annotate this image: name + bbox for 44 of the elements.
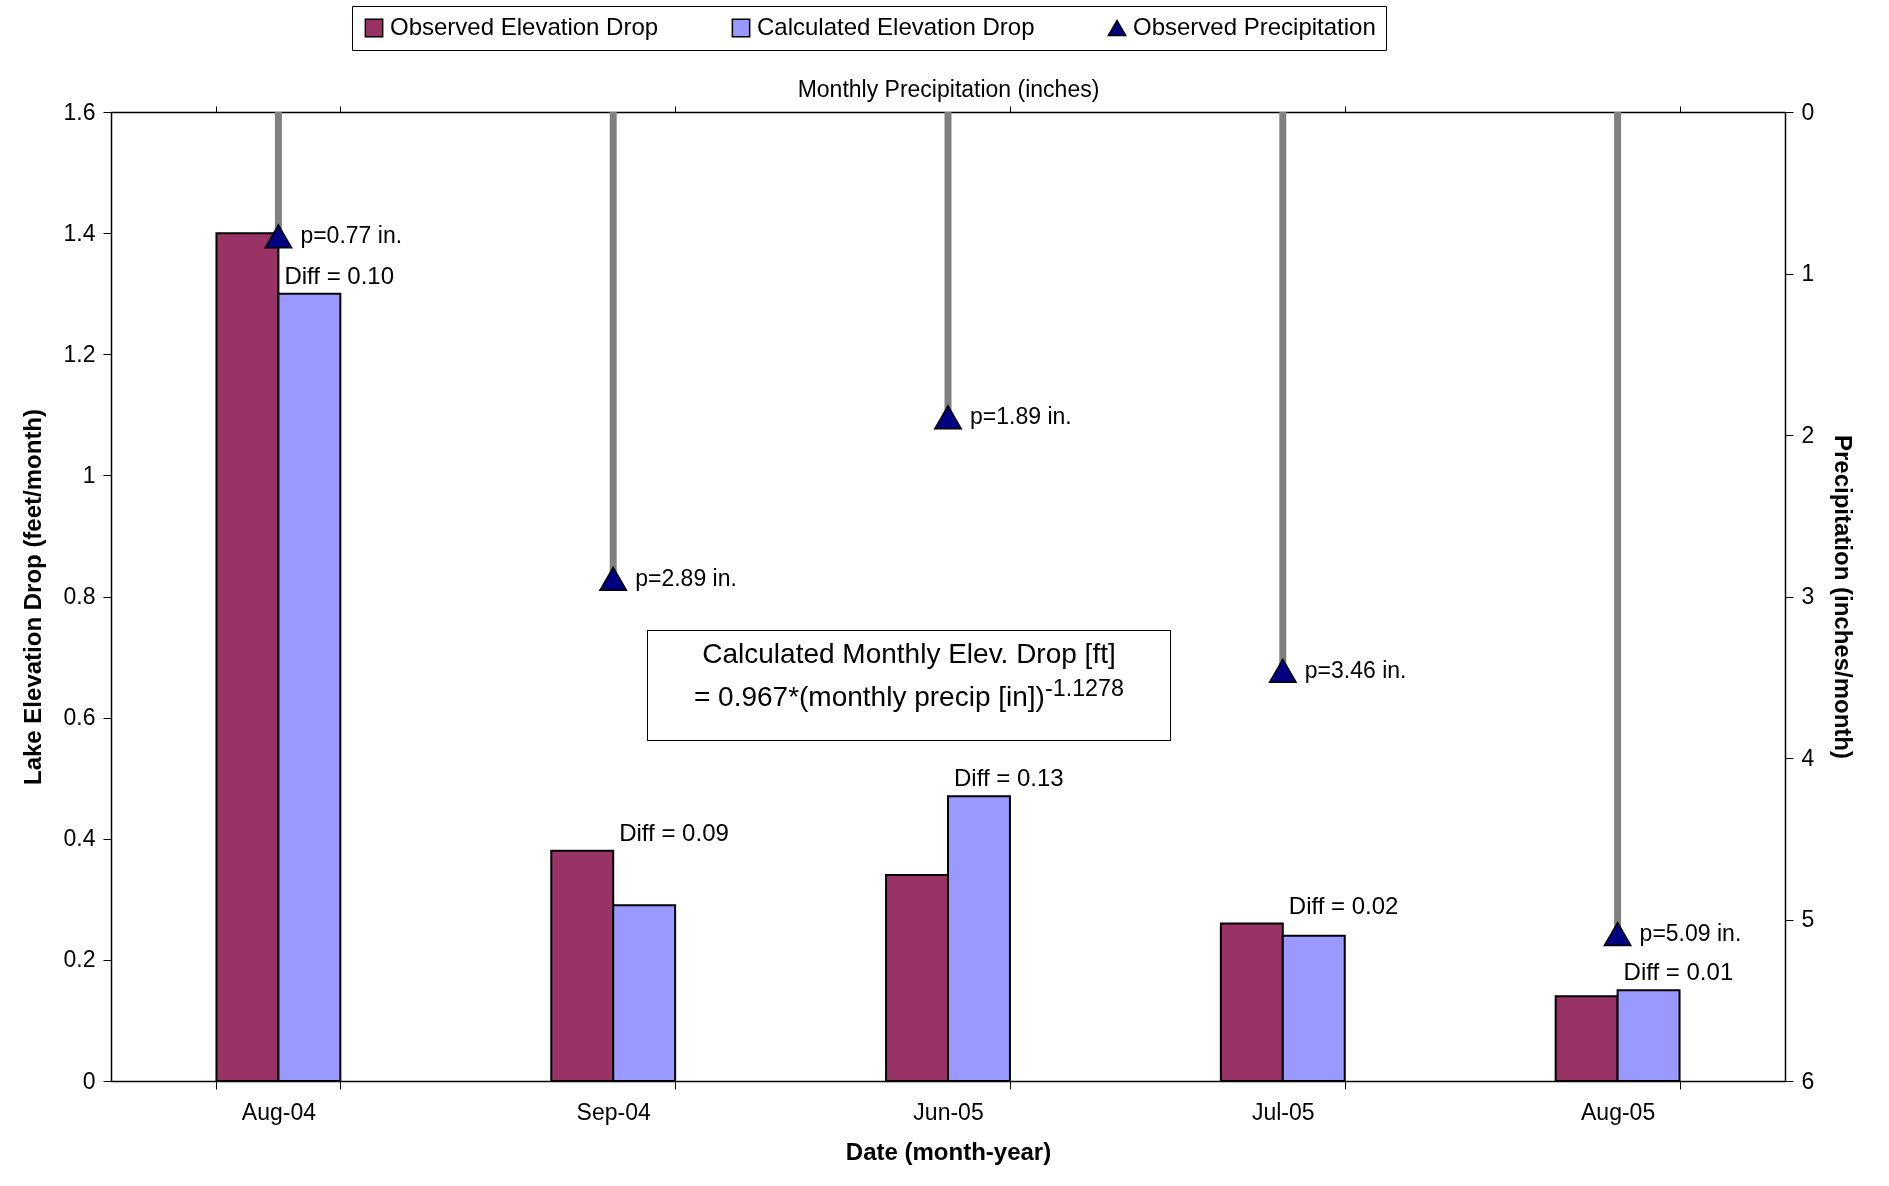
- x-tick-label: Jun-05: [913, 1098, 984, 1125]
- y-tick-label: 1.4: [63, 219, 96, 246]
- data-label: p=2.89 in.: [635, 564, 737, 591]
- data-label: p=3.46 in.: [1304, 656, 1407, 683]
- x2-axis-title: Monthly Precipitation (inches): [797, 76, 1100, 102]
- point: [934, 405, 962, 430]
- y-tick-label: 0.4: [63, 825, 96, 852]
- point: [599, 566, 628, 591]
- y-tick-label: 1.6: [63, 98, 96, 125]
- y2-tick-label: 2: [1801, 421, 1815, 448]
- annotation: Diff = 0.02: [1288, 891, 1399, 919]
- y-axis-title: Lake Elevation Drop (feet/month): [18, 408, 46, 786]
- y-tick-label: 1.2: [63, 340, 96, 367]
- annotation: Diff = 0.13: [954, 764, 1064, 792]
- y-tick-label: 0.8: [63, 583, 96, 609]
- point: [264, 224, 293, 249]
- annotation: Diff = 0.10: [284, 261, 395, 289]
- x-tick-label: Jul-05: [1251, 1098, 1315, 1125]
- legend-label: Calculated Elevation Drop: [757, 13, 1035, 40]
- legend-label: Observed Precipitation: [1133, 13, 1376, 40]
- x-tick-label: Aug-04: [241, 1098, 317, 1125]
- y2-tick-label: 6: [1801, 1067, 1815, 1094]
- x-axis-title: Date (month-year): [845, 1137, 1052, 1165]
- y2-tick-label: 4: [1801, 744, 1815, 771]
- y2-tick-label: 0: [1801, 98, 1815, 125]
- y2-tick-label: 5: [1801, 906, 1815, 932]
- y-tick-label: 0: [82, 1067, 96, 1094]
- formula-box: Calculated Monthly Elev. Drop [ft] = 0.967*(monthly precip [in])$^{-1.1278}$: [647, 630, 1171, 741]
- x-tick-label: Sep-04: [576, 1098, 651, 1125]
- point: [1603, 921, 1632, 947]
- data-label: p=0.77 in.: [300, 222, 403, 249]
- data-label: p=1.89 in.: [970, 403, 1072, 430]
- y-tick-label: 0.6: [63, 704, 96, 731]
- annotation: Diff = 0.01: [1623, 958, 1734, 986]
- data-label: p=5.09 in.: [1639, 920, 1742, 947]
- y2-tick-label: 3: [1801, 583, 1815, 609]
- legend-label: Observed Elevation Drop: [390, 13, 659, 40]
- y2-tick-label: 1: [1801, 260, 1815, 286]
- y-tick-label: 1: [82, 461, 96, 488]
- y-tick-label: 0.2: [63, 946, 96, 973]
- annotation: Diff = 0.09: [619, 818, 729, 846]
- x-tick-label: Aug-05: [1581, 1098, 1656, 1125]
- y2-axis-title: Precipitation (inches/month): [1830, 434, 1858, 760]
- point: [1268, 658, 1297, 683]
